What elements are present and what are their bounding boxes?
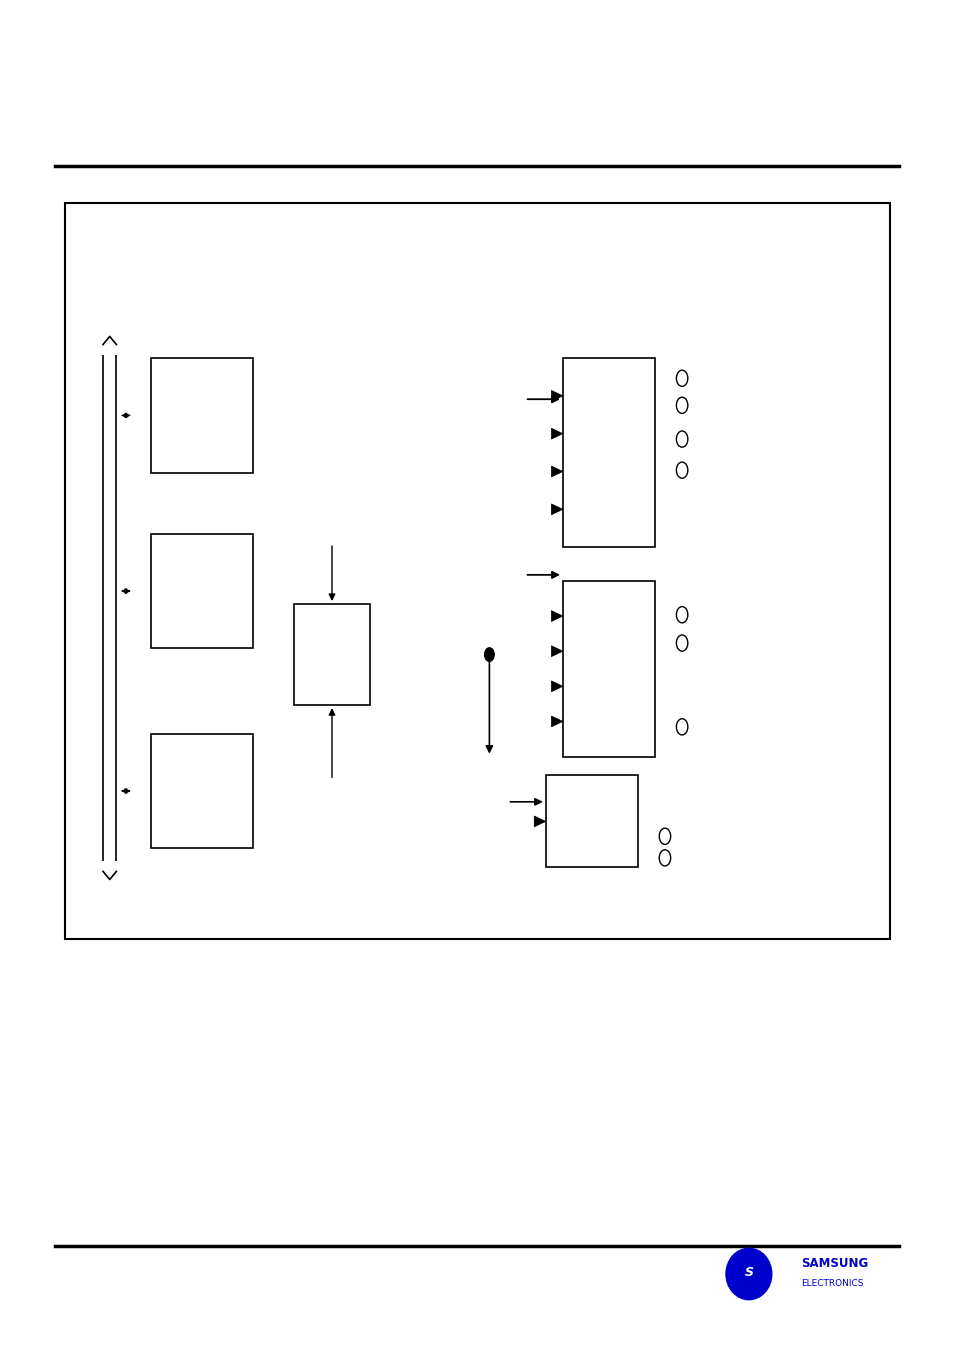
Text: ELECTRONICS: ELECTRONICS — [801, 1279, 863, 1288]
Bar — [294, 604, 370, 705]
Polygon shape — [551, 466, 562, 477]
Text: SAMSUNG: SAMSUNG — [801, 1256, 867, 1270]
Bar — [562, 581, 655, 757]
Bar — [151, 358, 253, 473]
Polygon shape — [551, 428, 562, 439]
Text: S: S — [743, 1266, 753, 1279]
Polygon shape — [551, 646, 562, 657]
Bar — [545, 775, 638, 867]
Polygon shape — [551, 611, 562, 621]
Polygon shape — [551, 390, 562, 401]
Polygon shape — [551, 716, 562, 727]
Polygon shape — [551, 504, 562, 515]
Bar — [151, 534, 253, 648]
Ellipse shape — [725, 1248, 771, 1300]
Bar — [151, 734, 253, 848]
Circle shape — [484, 648, 494, 662]
Bar — [65, 203, 889, 939]
Polygon shape — [551, 681, 562, 692]
Bar — [562, 358, 655, 547]
Polygon shape — [534, 816, 545, 827]
